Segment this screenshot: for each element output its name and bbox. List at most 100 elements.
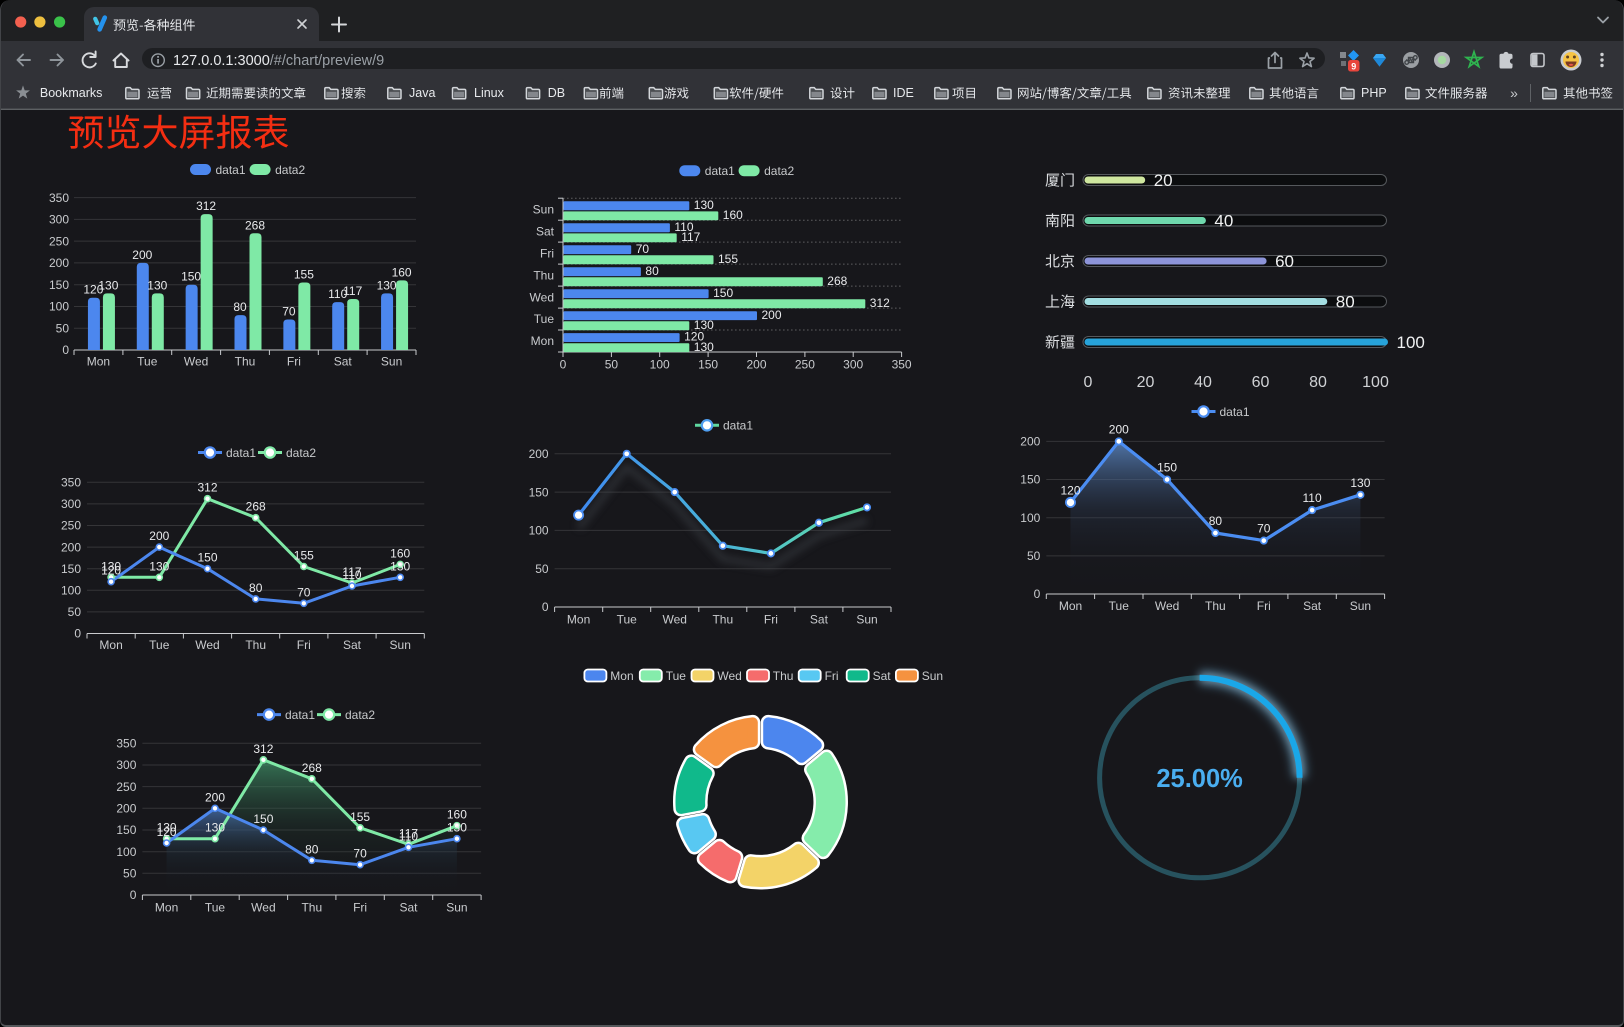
svg-text:130: 130 xyxy=(694,198,714,212)
svg-text:Sun: Sun xyxy=(446,901,467,915)
svg-text:0: 0 xyxy=(1084,374,1093,391)
svg-text:Sat: Sat xyxy=(1303,599,1322,613)
svg-text:data1: data1 xyxy=(723,419,753,433)
svg-text:Thu: Thu xyxy=(235,354,256,368)
svg-text:250: 250 xyxy=(795,358,815,372)
svg-text:160: 160 xyxy=(447,808,467,822)
svg-text:155: 155 xyxy=(718,252,738,266)
svg-text:60: 60 xyxy=(1275,252,1294,271)
svg-text:0: 0 xyxy=(62,343,69,357)
svg-text:160: 160 xyxy=(390,546,410,560)
svg-text:130: 130 xyxy=(205,821,225,835)
svg-text:Wed: Wed xyxy=(184,354,208,368)
svg-text:312: 312 xyxy=(197,481,217,495)
svg-text:Sat: Sat xyxy=(343,638,362,652)
svg-text:Mon: Mon xyxy=(531,334,554,348)
svg-text:150: 150 xyxy=(197,551,217,565)
svg-text:300: 300 xyxy=(61,497,81,511)
svg-text:155: 155 xyxy=(350,810,370,824)
svg-text:Thu: Thu xyxy=(245,638,266,652)
svg-text:Fri: Fri xyxy=(540,246,554,260)
svg-text:Wed: Wed xyxy=(251,901,275,915)
svg-text:50: 50 xyxy=(535,562,549,576)
svg-text:data1: data1 xyxy=(216,163,246,177)
svg-text:data2: data2 xyxy=(286,446,316,460)
svg-text:312: 312 xyxy=(870,296,890,310)
svg-text:Fri: Fri xyxy=(764,612,778,626)
svg-text:Fri: Fri xyxy=(353,901,367,915)
svg-text:200: 200 xyxy=(1109,422,1129,436)
svg-text:130: 130 xyxy=(377,278,397,292)
svg-text:80: 80 xyxy=(233,300,247,314)
svg-text:0: 0 xyxy=(542,600,549,614)
svg-text:200: 200 xyxy=(1020,435,1040,449)
svg-text:70: 70 xyxy=(636,242,650,256)
svg-text:117: 117 xyxy=(343,284,362,298)
svg-text:Sun: Sun xyxy=(381,354,402,368)
svg-text:130: 130 xyxy=(147,278,167,292)
svg-text:130: 130 xyxy=(149,559,169,573)
svg-text:Sat: Sat xyxy=(810,612,829,626)
svg-text:40: 40 xyxy=(1194,374,1212,391)
svg-text:0: 0 xyxy=(74,627,81,641)
svg-text:50: 50 xyxy=(1027,549,1041,563)
svg-text:Thu: Thu xyxy=(712,612,733,626)
svg-text:Wed: Wed xyxy=(717,669,741,683)
svg-text:data1: data1 xyxy=(285,708,315,722)
svg-text:130: 130 xyxy=(447,821,467,835)
svg-text:160: 160 xyxy=(392,265,412,279)
svg-text:110: 110 xyxy=(674,220,693,234)
svg-text:100: 100 xyxy=(1020,511,1040,525)
svg-text:80: 80 xyxy=(305,842,319,856)
svg-text:160: 160 xyxy=(723,208,743,222)
svg-text:Sun: Sun xyxy=(1350,599,1371,613)
svg-text:Fri: Fri xyxy=(297,638,311,652)
svg-text:120: 120 xyxy=(1060,483,1080,497)
svg-text:Tue: Tue xyxy=(617,612,638,626)
svg-text:Fri: Fri xyxy=(1257,599,1271,613)
svg-text:Wed: Wed xyxy=(195,638,219,652)
svg-text:80: 80 xyxy=(1209,514,1223,528)
svg-text:Sat: Sat xyxy=(334,354,353,368)
svg-text:150: 150 xyxy=(698,358,718,372)
svg-text:150: 150 xyxy=(529,485,549,499)
svg-text:155: 155 xyxy=(294,549,314,563)
svg-text:120: 120 xyxy=(101,564,121,578)
svg-text:Tue: Tue xyxy=(149,638,170,652)
svg-text:Sat: Sat xyxy=(399,901,418,915)
svg-text:data1: data1 xyxy=(226,446,256,460)
svg-text:130: 130 xyxy=(694,318,714,332)
svg-text:Sun: Sun xyxy=(390,638,411,652)
svg-text:Sun: Sun xyxy=(533,202,554,216)
svg-text:100: 100 xyxy=(650,358,670,372)
svg-text:100: 100 xyxy=(1397,333,1425,352)
svg-text:155: 155 xyxy=(294,268,314,282)
svg-text:Mon: Mon xyxy=(155,901,178,915)
svg-text:DB: DB xyxy=(548,86,565,100)
svg-text:120: 120 xyxy=(684,330,704,344)
svg-text:data1: data1 xyxy=(1220,405,1250,419)
svg-text:data2: data2 xyxy=(345,708,375,722)
svg-text:Wed: Wed xyxy=(1155,599,1179,613)
svg-text:20: 20 xyxy=(1137,374,1155,391)
svg-text:Bookmarks: Bookmarks xyxy=(40,86,103,100)
svg-text:130: 130 xyxy=(1350,476,1370,490)
svg-text:117: 117 xyxy=(681,230,700,244)
svg-text:100: 100 xyxy=(529,524,549,538)
svg-text:Fri: Fri xyxy=(287,354,301,368)
svg-text:70: 70 xyxy=(1257,522,1271,536)
svg-text:130: 130 xyxy=(157,821,177,835)
svg-text:268: 268 xyxy=(246,500,266,514)
svg-text:50: 50 xyxy=(605,358,619,372)
svg-text:data2: data2 xyxy=(275,163,305,177)
svg-text:0: 0 xyxy=(1034,587,1041,601)
svg-text:300: 300 xyxy=(49,213,69,227)
svg-text:Thu: Thu xyxy=(301,901,322,915)
svg-text:200: 200 xyxy=(762,308,782,322)
svg-text:100: 100 xyxy=(116,845,136,859)
svg-text:200: 200 xyxy=(746,358,766,372)
svg-text:200: 200 xyxy=(49,256,69,270)
svg-text:Sat: Sat xyxy=(536,224,555,238)
svg-text:Mon: Mon xyxy=(99,638,122,652)
svg-text:130: 130 xyxy=(98,278,118,292)
